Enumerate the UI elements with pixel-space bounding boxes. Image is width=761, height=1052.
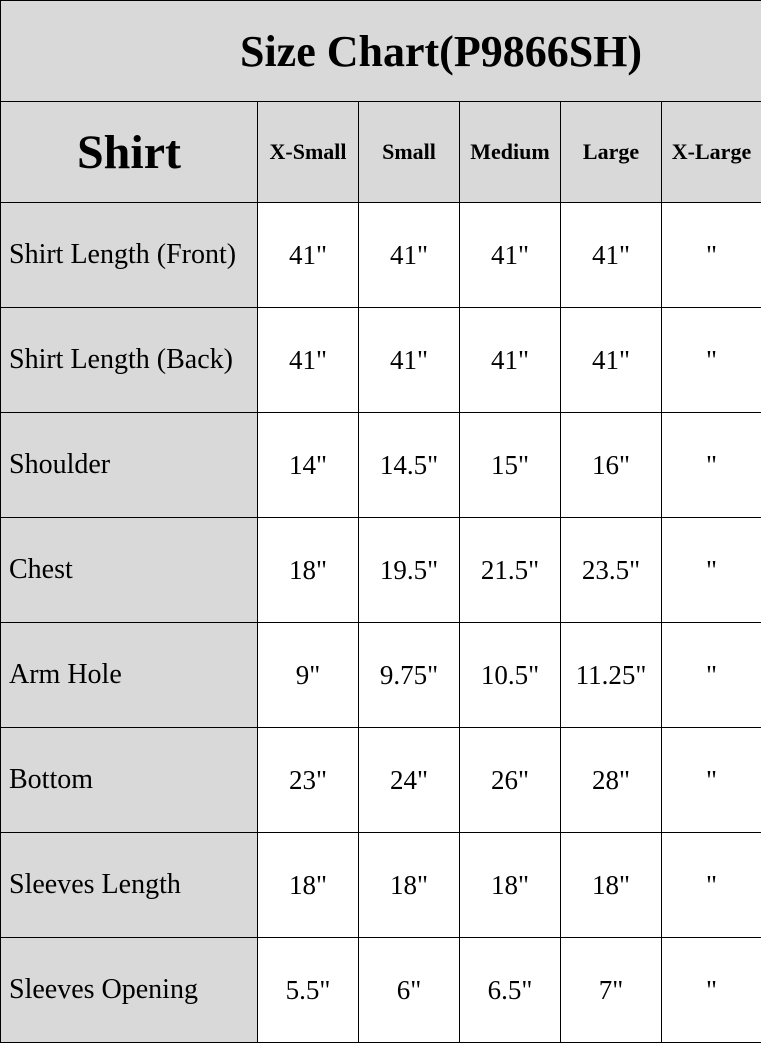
- chart-title: Size Chart(P9866SH): [0, 0, 761, 102]
- measurement-label: Shoulder: [0, 412, 258, 518]
- measurement-value: 18": [358, 832, 460, 938]
- size-header-x-large: X-Large: [660, 101, 761, 203]
- measurement-label: Chest: [0, 517, 258, 623]
- measurement-label: Sleeves Opening: [0, 937, 258, 1043]
- measurement-value: 41": [257, 202, 359, 308]
- table-row: Sleeves Length 18" 18" 18" 18" ": [0, 832, 761, 938]
- measurement-value: 41": [358, 307, 460, 413]
- size-header-medium: Medium: [459, 101, 561, 203]
- measurement-value: 18": [257, 832, 359, 938]
- measurement-value: 5.5": [257, 937, 359, 1043]
- measurement-value: 18": [459, 832, 561, 938]
- measurement-label: Shirt Length (Front): [0, 202, 258, 308]
- measurement-value: 7": [560, 937, 662, 1043]
- table-row: Bottom 23" 24" 26" 28" ": [0, 727, 761, 833]
- measurement-value: 9.75": [358, 622, 460, 728]
- measurement-value: 21.5": [459, 517, 561, 623]
- measurement-label: Sleeves Length: [0, 832, 258, 938]
- measurement-value: ": [660, 307, 761, 413]
- measurement-value: 41": [560, 307, 662, 413]
- measurement-value: 10.5": [459, 622, 561, 728]
- measurement-value: 23.5": [560, 517, 662, 623]
- measurement-value: 6.5": [459, 937, 561, 1043]
- table-row: Chest 18" 19.5" 21.5" 23.5" ": [0, 517, 761, 623]
- measurement-value: 26": [459, 727, 561, 833]
- measurement-value: 41": [560, 202, 662, 308]
- measurement-value: 23": [257, 727, 359, 833]
- table-row: Shirt Length (Front) 41" 41" 41" 41" ": [0, 202, 761, 308]
- table-row: Sleeves Opening 5.5" 6" 6.5" 7" ": [0, 937, 761, 1043]
- measurement-value: ": [660, 622, 761, 728]
- table-row: Arm Hole 9" 9.75" 10.5" 11.25" ": [0, 622, 761, 728]
- table-row: Shoulder 14" 14.5" 15" 16" ": [0, 412, 761, 518]
- measurement-value: 16": [560, 412, 662, 518]
- measurement-value: 14.5": [358, 412, 460, 518]
- measurement-value: ": [660, 412, 761, 518]
- measurement-value: 14": [257, 412, 359, 518]
- size-header-large: Large: [560, 101, 662, 203]
- measurement-value: 11.25": [560, 622, 662, 728]
- measurement-label: Shirt Length (Back): [0, 307, 258, 413]
- measurement-value: 15": [459, 412, 561, 518]
- measurement-label: Bottom: [0, 727, 258, 833]
- measurement-value: 41": [358, 202, 460, 308]
- measurement-value: 9": [257, 622, 359, 728]
- measurement-value: 28": [560, 727, 662, 833]
- title-row: Size Chart(P9866SH): [0, 0, 761, 102]
- measurement-value: ": [660, 832, 761, 938]
- size-header-small: Small: [358, 101, 460, 203]
- measurement-value: 19.5": [358, 517, 460, 623]
- measurement-value: 18": [560, 832, 662, 938]
- measurement-value: ": [660, 937, 761, 1043]
- measurement-value: 6": [358, 937, 460, 1043]
- size-header-x-small: X-Small: [257, 101, 359, 203]
- measurement-label: Arm Hole: [0, 622, 258, 728]
- measurement-value: 41": [459, 307, 561, 413]
- section-header: Shirt: [0, 101, 258, 203]
- measurement-value: 24": [358, 727, 460, 833]
- measurement-value: 41": [459, 202, 561, 308]
- measurement-value: 18": [257, 517, 359, 623]
- header-row: Shirt X-Small Small Medium Large X-Large: [0, 101, 761, 203]
- measurement-value: 41": [257, 307, 359, 413]
- measurement-value: ": [660, 727, 761, 833]
- measurement-value: ": [660, 202, 761, 308]
- table-row: Shirt Length (Back) 41" 41" 41" 41" ": [0, 307, 761, 413]
- measurement-value: ": [660, 517, 761, 623]
